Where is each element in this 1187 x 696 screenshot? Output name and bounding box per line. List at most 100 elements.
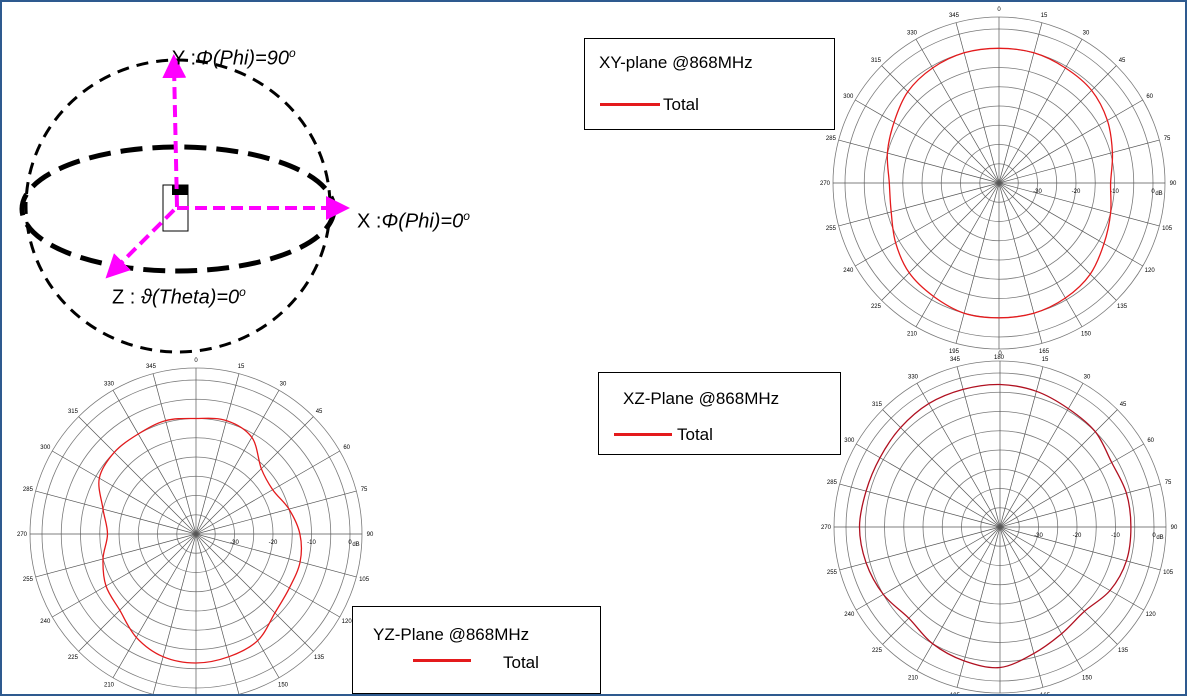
- grid-spoke: [915, 182, 1000, 327]
- angle-tick-label: 0: [998, 351, 1002, 357]
- angle-tick-label: 270: [821, 525, 832, 531]
- grid-spoke: [152, 533, 197, 694]
- grid-spoke: [956, 526, 1001, 688]
- angle-tick-label: 0: [997, 7, 1001, 13]
- legend-series-label: Total: [663, 95, 699, 114]
- angle-tick-label: 150: [278, 683, 289, 689]
- antenna-device-face: [172, 185, 188, 195]
- grid-spoke: [998, 182, 1160, 227]
- grid-spoke: [78, 533, 197, 652]
- grid-spoke: [999, 366, 1044, 528]
- angle-tick-label: 210: [908, 676, 919, 682]
- grid-spoke: [999, 526, 1144, 611]
- grid-spoke: [916, 526, 1001, 671]
- angle-tick-label: 180: [994, 355, 1005, 361]
- angle-tick-label: 90: [367, 532, 374, 538]
- legend-title: YZ-Plane @868MHz: [373, 625, 530, 644]
- legend-line-swatch: [413, 659, 471, 662]
- coordinate-axes-diagram: [19, 54, 350, 354]
- grid-spoke: [999, 383, 1084, 528]
- angle-tick-label: 135: [1118, 648, 1129, 654]
- grid-spoke: [916, 383, 1001, 528]
- angle-tick-label: 240: [843, 268, 854, 274]
- series-curve-total: [858, 383, 1132, 669]
- angle-tick-label: 120: [1145, 268, 1156, 274]
- angle-tick-label: 105: [1163, 570, 1174, 576]
- radial-unit-label: dB: [1156, 535, 1163, 541]
- angle-tick-label: 30: [1084, 374, 1091, 380]
- angle-tick-label: 15: [1042, 357, 1049, 363]
- angle-tick-label: 120: [342, 619, 353, 625]
- grid-spoke: [999, 526, 1084, 671]
- grid-spoke: [855, 182, 1000, 267]
- radial-tick-label: -20: [1073, 533, 1082, 539]
- grid-spoke: [998, 139, 1160, 184]
- angle-tick-label: 330: [104, 381, 115, 387]
- angle-tick-label: 225: [68, 655, 79, 661]
- angle-tick-label: 105: [1162, 226, 1173, 232]
- radial-tick-label: 0: [1152, 533, 1156, 539]
- grid-spoke: [195, 533, 280, 678]
- radial-tick-label: -30: [1034, 533, 1043, 539]
- grid-spoke: [78, 416, 197, 535]
- angle-tick-label: 75: [1164, 136, 1171, 142]
- legend-title: XY-plane @868MHz: [599, 53, 753, 72]
- angle-tick-label: 105: [359, 577, 370, 583]
- angle-tick-label: 255: [23, 577, 34, 583]
- xy-plane-legend: XY-plane @868MHz Total: [584, 38, 835, 130]
- y-axis-label: Y :Φ(Phi)=90o: [172, 46, 296, 70]
- grid-spoke: [998, 182, 1083, 327]
- grid-spoke: [195, 533, 357, 578]
- angle-tick-label: 135: [314, 655, 325, 661]
- grid-spoke: [112, 533, 197, 678]
- angle-tick-label: 120: [1146, 612, 1157, 618]
- series-curve-total: [886, 47, 1114, 319]
- angle-tick-label: 45: [1119, 58, 1126, 64]
- angle-tick-label: 225: [871, 304, 882, 310]
- grid-spoke: [998, 99, 1143, 184]
- angle-tick-label: 150: [1082, 676, 1093, 682]
- angle-tick-label: 345: [949, 13, 960, 19]
- angle-tick-label: 30: [280, 381, 287, 387]
- grid-spoke: [915, 39, 1000, 184]
- grid-spoke: [195, 533, 314, 652]
- angle-tick-label: 315: [871, 58, 882, 64]
- angle-tick-label: 270: [17, 532, 28, 538]
- angle-tick-label: 165: [1040, 693, 1051, 696]
- yz-plane-legend: YZ-Plane @868MHz Total: [352, 606, 601, 694]
- angle-tick-label: 210: [104, 683, 115, 689]
- grid-spoke: [999, 526, 1044, 688]
- grid-spoke: [998, 182, 1043, 344]
- grid-spoke: [856, 443, 1001, 528]
- y-axis-arrow: [162, 54, 187, 208]
- angle-tick-label: 240: [844, 612, 855, 618]
- grid-spoke: [998, 182, 1117, 301]
- xz-plane-legend: XZ-Plane @868MHz Total: [598, 372, 841, 455]
- grid-spoke: [52, 533, 197, 618]
- legend-line-swatch: [614, 433, 672, 436]
- grid-spoke: [838, 139, 1000, 184]
- grid-spoke: [839, 483, 1001, 528]
- grid-spoke: [881, 182, 1000, 301]
- angle-tick-label: 195: [949, 349, 960, 355]
- radial-tick-label: -30: [230, 540, 239, 546]
- angle-tick-label: 60: [1147, 438, 1154, 444]
- angle-tick-label: 225: [872, 648, 883, 654]
- grid-spoke: [999, 526, 1118, 645]
- grid-spoke: [35, 533, 197, 578]
- angle-tick-label: 255: [826, 226, 837, 232]
- radial-tick-label: -20: [1072, 189, 1081, 195]
- grid-spoke: [882, 409, 1001, 528]
- angle-tick-label: 255: [827, 570, 838, 576]
- radial-tick-label: 0: [1151, 189, 1155, 195]
- angle-tick-label: 165: [1039, 349, 1050, 355]
- grid-spoke: [838, 182, 1000, 227]
- grid-spoke: [195, 450, 340, 535]
- grid-spoke: [999, 443, 1144, 528]
- grid-spoke: [998, 65, 1117, 184]
- angle-tick-label: 45: [316, 409, 323, 415]
- grid-spoke: [955, 22, 1000, 184]
- grid-spoke: [999, 483, 1161, 528]
- grid-spoke: [882, 526, 1001, 645]
- grid-spoke: [998, 39, 1083, 184]
